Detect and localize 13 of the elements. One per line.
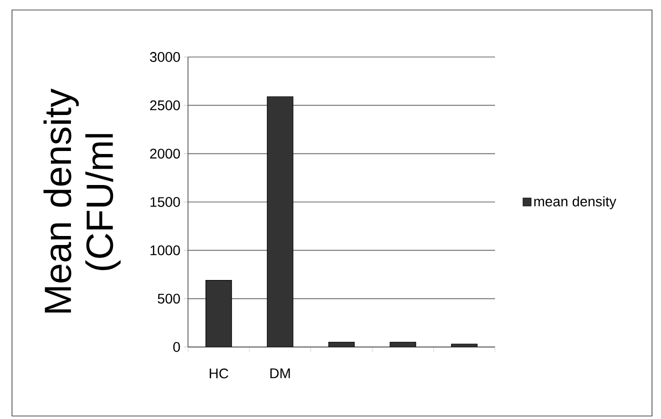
bar bbox=[266, 96, 294, 347]
x-tick-label: HC bbox=[210, 368, 228, 378]
bar bbox=[206, 280, 232, 347]
y-tick-label: 3000 bbox=[150, 52, 180, 62]
y-tick-label: 1000 bbox=[150, 245, 180, 256]
y-tick-label: 1500 bbox=[150, 197, 180, 207]
y-axis-title: Mean density (CFU/ml bbox=[44, 88, 121, 313]
y-tick-label: 0 bbox=[173, 342, 180, 352]
y-tick-label: 500 bbox=[158, 294, 180, 304]
y-tick-label: 2000 bbox=[150, 148, 180, 159]
y-tick-label: 2500 bbox=[150, 100, 180, 110]
x-tick-label: DM bbox=[270, 368, 290, 378]
legend-label: mean density bbox=[534, 196, 616, 210]
